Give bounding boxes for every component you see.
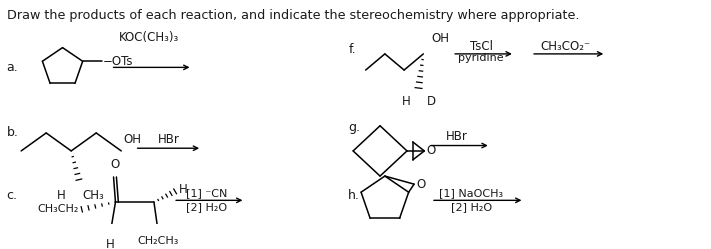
Text: HBr: HBr — [157, 133, 179, 146]
Text: [2] H₂O: [2] H₂O — [451, 202, 492, 212]
Text: CH₂CH₃: CH₂CH₃ — [137, 236, 178, 246]
Text: pyridine: pyridine — [459, 53, 504, 63]
Text: [1] ⁻CN: [1] ⁻CN — [186, 188, 228, 198]
Text: H: H — [179, 183, 188, 196]
Text: b.: b. — [6, 126, 18, 139]
Text: [2] H₂O: [2] H₂O — [186, 202, 228, 212]
Text: Draw the products of each reaction, and indicate the stereochemistry where appro: Draw the products of each reaction, and … — [6, 9, 579, 22]
Text: OH: OH — [123, 133, 141, 146]
Text: O: O — [426, 144, 436, 157]
Text: g.: g. — [348, 121, 360, 134]
Text: h.: h. — [348, 189, 360, 202]
Text: CH₃: CH₃ — [82, 189, 105, 202]
Text: O: O — [416, 178, 425, 191]
Text: c.: c. — [6, 189, 18, 202]
Text: H: H — [57, 189, 66, 202]
Text: TsCl: TsCl — [469, 40, 493, 53]
Text: a.: a. — [6, 61, 18, 74]
Text: f.: f. — [348, 43, 356, 56]
Text: CH₃CH₂: CH₃CH₂ — [38, 204, 79, 214]
Text: CH₃CO₂⁻: CH₃CO₂⁻ — [540, 40, 591, 53]
Text: HBr: HBr — [446, 130, 468, 143]
Text: −OTs: −OTs — [103, 55, 134, 68]
Text: H: H — [106, 238, 115, 249]
Text: [1] NaOCH₃: [1] NaOCH₃ — [439, 188, 503, 198]
Text: KOC(CH₃)₃: KOC(CH₃)₃ — [119, 31, 179, 44]
Text: D: D — [427, 95, 436, 108]
Text: H: H — [402, 95, 410, 108]
Text: OH: OH — [431, 32, 449, 45]
Text: O: O — [111, 158, 120, 171]
